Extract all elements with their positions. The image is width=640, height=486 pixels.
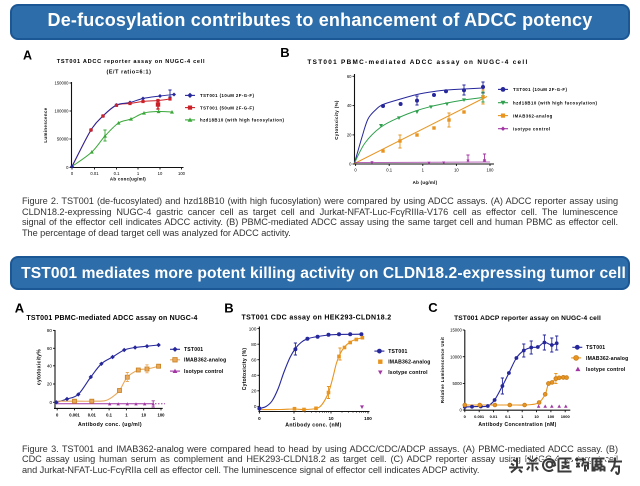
svg-text:Isotype control: Isotype control [388, 370, 428, 376]
svg-text:Ab conc(ug/ml): Ab conc(ug/ml) [110, 177, 146, 182]
svg-text:80: 80 [47, 328, 53, 333]
svg-text:0: 0 [459, 408, 462, 413]
svg-text:A: A [23, 49, 32, 63]
svg-text:Isotype control: Isotype control [184, 369, 224, 375]
svg-text:0.1: 0.1 [106, 413, 112, 418]
svg-text:0.1: 0.1 [505, 414, 511, 419]
svg-text:0: 0 [254, 404, 257, 409]
svg-text:1: 1 [422, 168, 425, 173]
svg-text:1: 1 [125, 413, 128, 418]
svg-text:IMAB362-analog: IMAB362-analog [513, 113, 553, 118]
svg-text:0.01: 0.01 [90, 171, 99, 176]
svg-text:TST001 PBMC-mediated ADCC assa: TST001 PBMC-mediated ADCC assay on NUGC-… [26, 315, 197, 322]
svg-text:40: 40 [347, 103, 352, 108]
svg-text:0: 0 [258, 416, 261, 421]
svg-text:0: 0 [56, 413, 59, 418]
svg-text:20: 20 [251, 389, 257, 394]
svg-text:60: 60 [251, 357, 257, 362]
svg-text:40: 40 [47, 364, 53, 369]
svg-text:Ab (ug/ml): Ab (ug/ml) [413, 180, 438, 185]
svg-text:TST001 ADCC reporter assay on: TST001 ADCC reporter assay on NUGC-4 cel… [57, 59, 206, 65]
svg-text:80: 80 [251, 342, 257, 347]
svg-text:100: 100 [364, 416, 372, 421]
svg-text:TST001 CDC assay on HEK293-CLD: TST001 CDC assay on HEK293-CLDN18.2 [242, 315, 392, 322]
svg-text:40: 40 [251, 373, 257, 378]
svg-text:B: B [280, 45, 289, 60]
svg-text:(E/T ratio=6:1): (E/T ratio=6:1) [106, 70, 151, 76]
svg-text:50000: 50000 [57, 137, 69, 142]
svg-text:Cytotoxicity (%): Cytotoxicity (%) [242, 348, 248, 391]
svg-text:150000: 150000 [55, 81, 70, 86]
svg-text:IMAB362-analog: IMAB362-analog [586, 356, 628, 362]
svg-text:Antibody Concentration (nM): Antibody Concentration (nM) [478, 422, 556, 428]
svg-text:0: 0 [49, 400, 52, 405]
svg-text:TST001 ADCP reporter assay on: TST001 ADCP reporter assay on NUGC-4 cel… [454, 315, 601, 322]
svg-text:0.1: 0.1 [386, 168, 392, 173]
svg-text:1: 1 [521, 414, 524, 419]
svg-text:1: 1 [137, 171, 140, 176]
svg-text:1: 1 [293, 416, 296, 421]
svg-text:B: B [224, 301, 233, 316]
svg-text:Cytotoxicity (%): Cytotoxicity (%) [334, 100, 339, 140]
svg-text:Antibody conc. (ug/ml): Antibody conc. (ug/ml) [78, 422, 142, 428]
svg-text:0: 0 [464, 414, 467, 419]
svg-text:IMAB362-analog: IMAB362-analog [184, 358, 226, 364]
svg-text:hzd18B10 (with high fucosylati: hzd18B10 (with high fucosylation) [200, 118, 284, 123]
svg-text:C: C [428, 300, 438, 315]
svg-text:10000: 10000 [450, 354, 462, 359]
svg-text:hzd18B10 (with high fucosylati: hzd18B10 (with high fucosylation) [513, 100, 597, 105]
svg-text:10: 10 [534, 414, 539, 419]
svg-text:IMAB362-analog: IMAB362-analog [388, 360, 430, 366]
svg-text:0: 0 [349, 162, 352, 167]
svg-text:TST001: TST001 [586, 345, 605, 351]
svg-text:10: 10 [141, 413, 146, 418]
svg-text:0: 0 [354, 168, 357, 173]
svg-text:0: 0 [71, 171, 74, 176]
svg-text:60: 60 [47, 346, 53, 351]
svg-text:0: 0 [66, 165, 69, 170]
svg-text:100: 100 [249, 326, 257, 331]
svg-text:0.001: 0.001 [69, 413, 80, 418]
svg-text:100: 100 [158, 413, 166, 418]
svg-text:15000: 15000 [450, 328, 462, 333]
svg-text:10: 10 [328, 416, 334, 421]
svg-text:10: 10 [454, 168, 459, 173]
svg-text:TST001 (10uM 2F-G-F): TST001 (10uM 2F-G-F) [200, 93, 254, 98]
svg-text:TST001: TST001 [184, 347, 203, 353]
svg-text:100: 100 [178, 171, 186, 176]
svg-text:0.1: 0.1 [114, 171, 120, 176]
svg-text:TST001 PBMC-mediated ADCC assa: TST001 PBMC-mediated ADCC assay on NUGC-… [307, 59, 528, 66]
svg-text:Relative Luminescence Unit: Relative Luminescence Unit [440, 337, 445, 403]
svg-text:0.01: 0.01 [88, 413, 97, 418]
svg-text:Antibody conc. (nM): Antibody conc. (nM) [285, 423, 342, 429]
svg-text:Isotype control: Isotype control [586, 367, 626, 373]
svg-text:20: 20 [47, 382, 53, 387]
svg-text:Isotype control: Isotype control [513, 126, 551, 131]
svg-text:100: 100 [487, 168, 495, 173]
svg-text:cytotoxicity%: cytotoxicity% [37, 349, 43, 385]
svg-text:100000: 100000 [55, 109, 70, 114]
svg-text:A: A [15, 301, 25, 316]
svg-text:100: 100 [548, 414, 555, 419]
svg-text:Luminescence: Luminescence [43, 107, 48, 142]
svg-text:10: 10 [158, 171, 163, 176]
svg-text:TST001 (50uM 2F-G-F): TST001 (50uM 2F-G-F) [200, 105, 254, 110]
svg-text:TST001: TST001 [388, 349, 407, 355]
svg-text:0.001: 0.001 [474, 414, 485, 419]
svg-text:1000: 1000 [561, 414, 571, 419]
svg-text:20: 20 [347, 133, 352, 138]
svg-text:5000: 5000 [452, 381, 462, 386]
svg-text:60: 60 [347, 74, 352, 79]
svg-text:0.01: 0.01 [490, 414, 499, 419]
svg-text:TST001 (10uM 2F-G-F): TST001 (10uM 2F-G-F) [513, 87, 567, 92]
